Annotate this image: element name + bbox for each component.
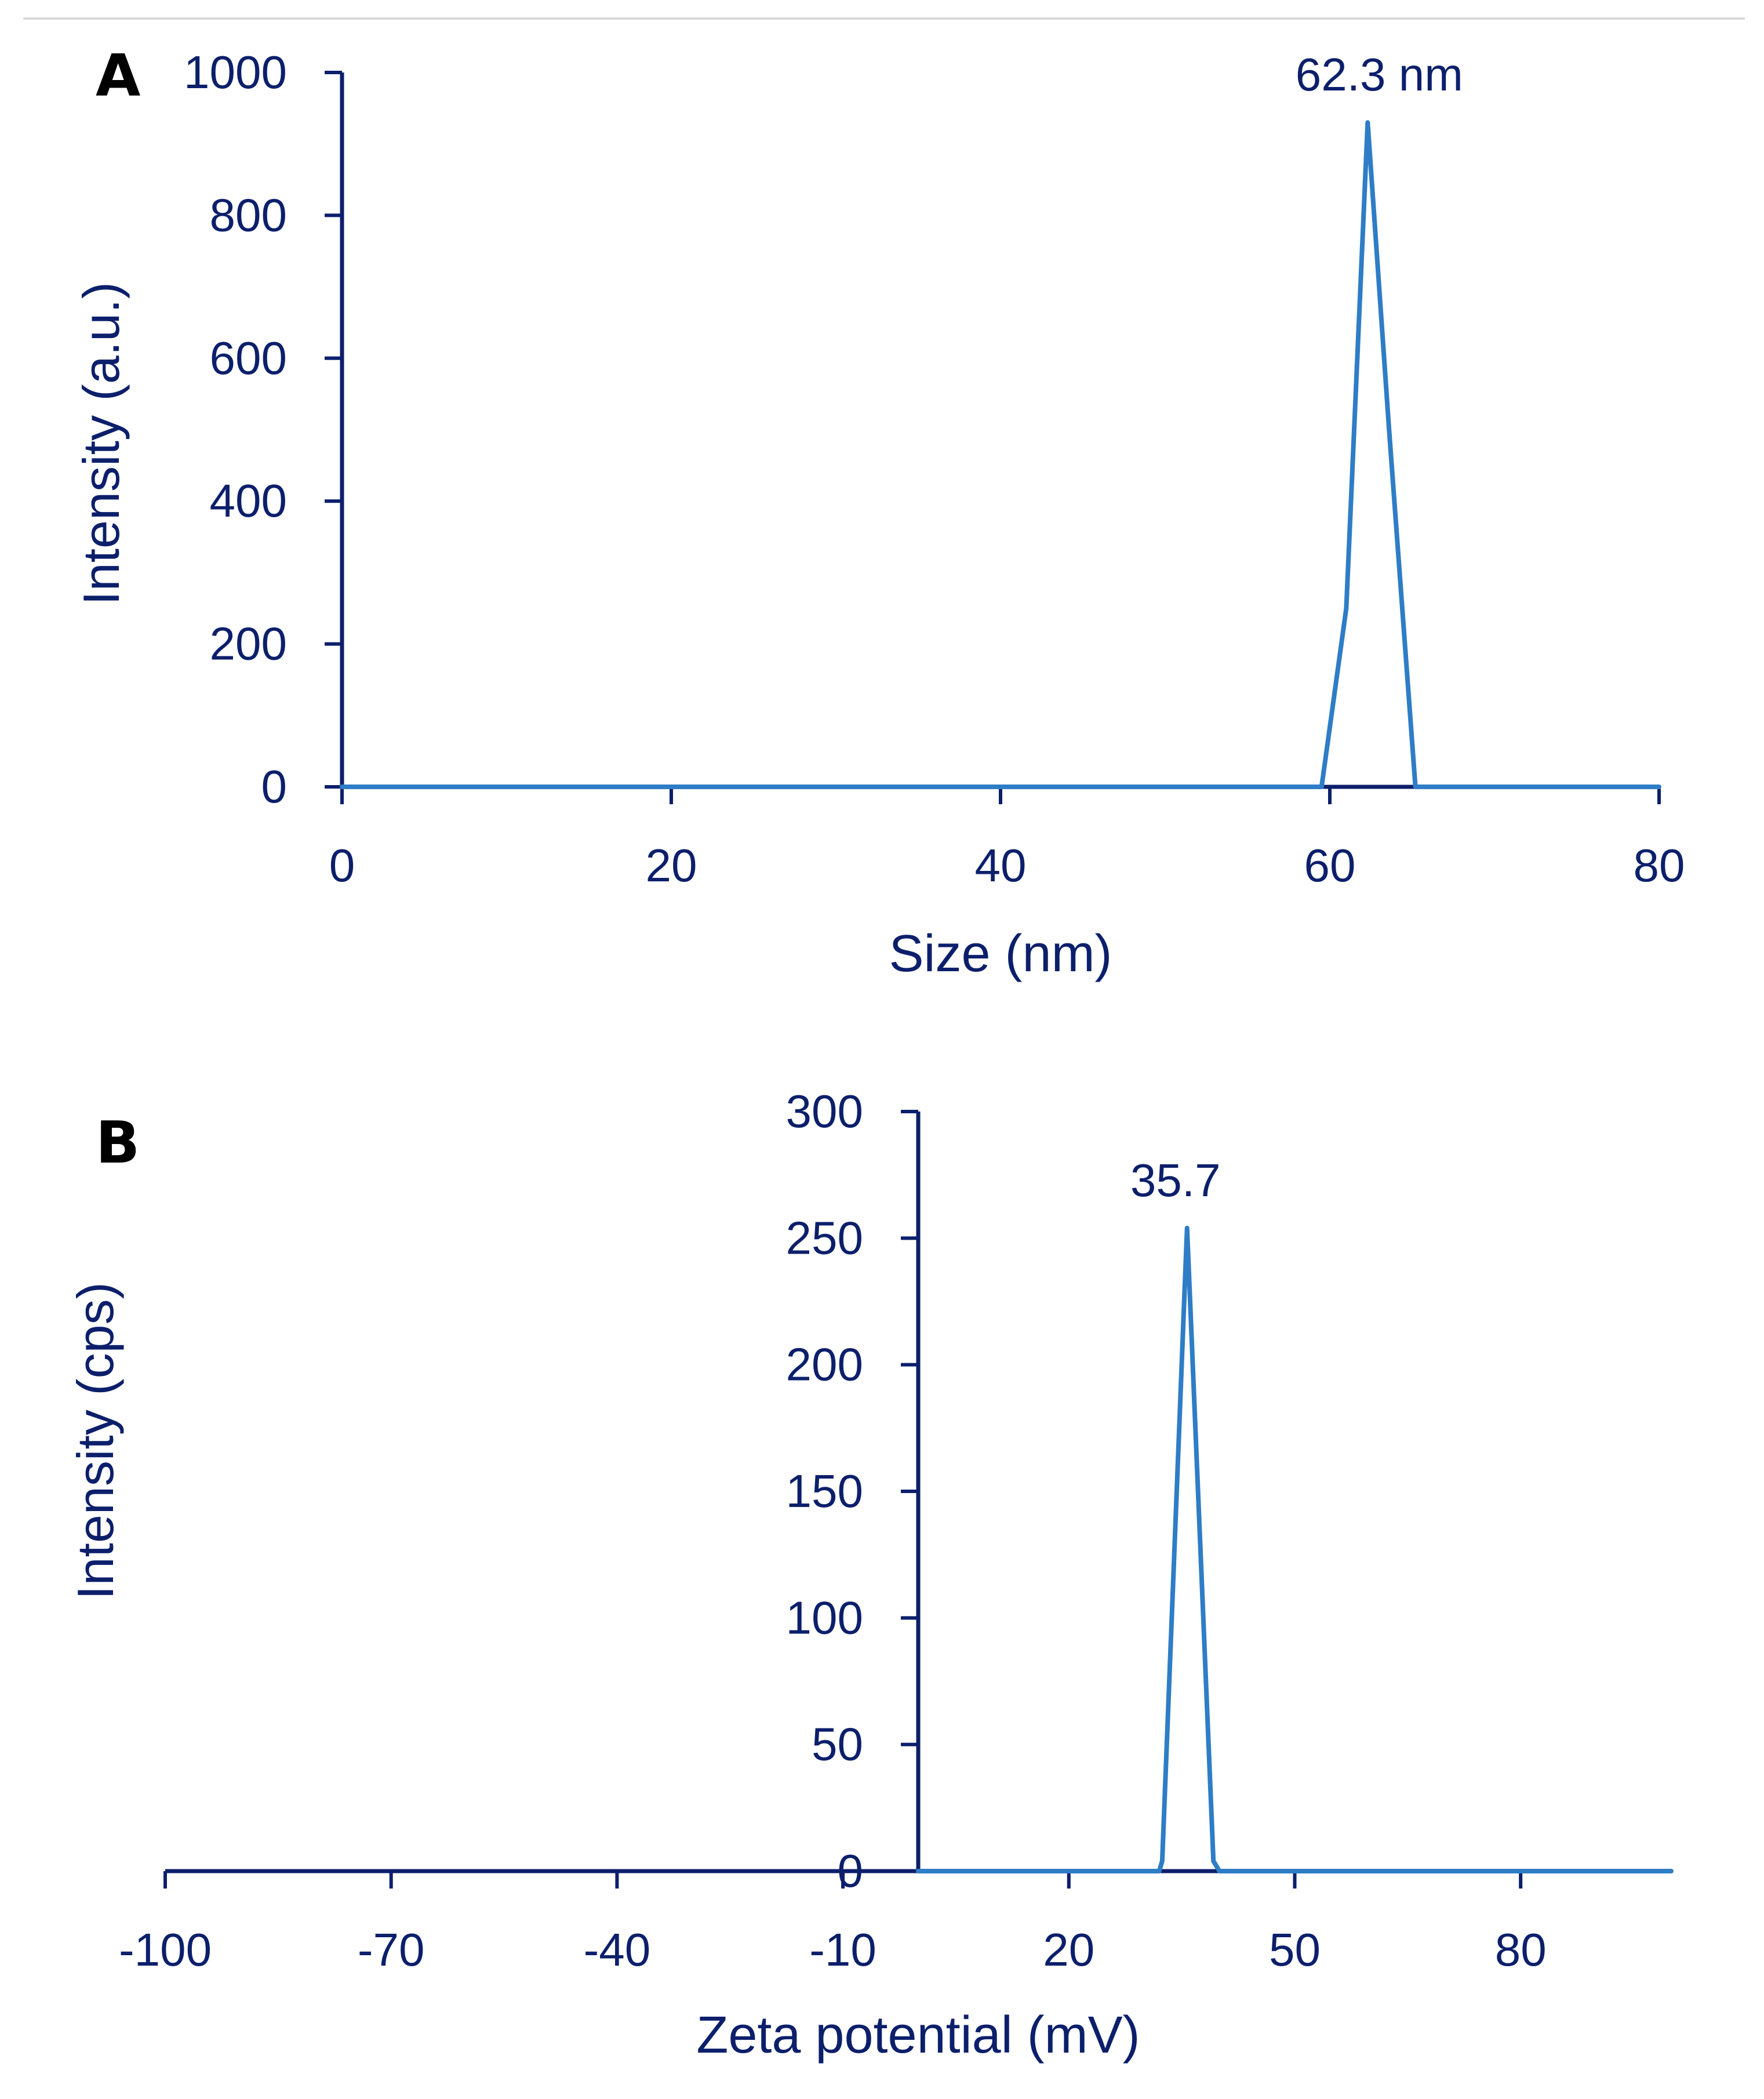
- y-tick-label: 150: [786, 1465, 863, 1517]
- series-layer: [340, 120, 1661, 789]
- y-tick-label: 200: [210, 618, 287, 670]
- chart-panel-a: A 0 20 40 60 80 0 200 400 600 800 1000 62.3 nm Si…: [72, 42, 1685, 983]
- y-ticks: 0 200 400 600 800 1000: [184, 46, 342, 812]
- x-tick-label: -70: [358, 1924, 425, 1975]
- x-tick-label: 60: [1304, 840, 1356, 891]
- peak-annotation: 62.3 nm: [1296, 49, 1463, 100]
- y-tick-label: 0: [838, 1845, 864, 1897]
- y-tick-label: 400: [210, 475, 287, 526]
- x-tick-label: 40: [975, 840, 1027, 891]
- x-tick-label: -10: [809, 1924, 876, 1975]
- y-tick-label: 0: [261, 761, 288, 812]
- x-tick-label: 80: [1634, 840, 1685, 891]
- y-tick-label: 800: [210, 189, 287, 241]
- x-tick-label: -40: [584, 1924, 651, 1975]
- x-tick-label: -100: [119, 1924, 212, 1975]
- x-tick-label: 50: [1269, 1924, 1321, 1975]
- x-tick-label: 20: [1043, 1924, 1094, 1975]
- y-tick-label: 1000: [184, 46, 287, 98]
- x-ticks: 0 20 40 60 80: [329, 787, 1685, 891]
- series-line: [916, 1225, 1674, 1873]
- panel-label-a: A: [96, 42, 140, 110]
- y-tick-label: 50: [812, 1719, 863, 1770]
- x-tick-label: 0: [329, 840, 355, 891]
- peak-annotation: 35.7: [1130, 1154, 1221, 1206]
- x-axis-label: Zeta potential (mV): [696, 2006, 1140, 2064]
- x-tick-label: 80: [1495, 1924, 1547, 1975]
- y-tick-label: 200: [786, 1339, 863, 1390]
- y-tick-label: 300: [786, 1085, 863, 1137]
- panel-label-b: B: [96, 1109, 140, 1176]
- y-tick-label: 100: [786, 1592, 863, 1643]
- series-layer: [916, 1225, 1674, 1873]
- y-ticks: 0 50 100 150 200 250 300: [786, 1085, 918, 1897]
- y-tick-label: 250: [786, 1212, 863, 1263]
- y-tick-label: 600: [210, 332, 287, 384]
- y-axis-label: Intensity (a.u.): [72, 282, 130, 605]
- x-axis-label: Size (nm): [889, 925, 1112, 983]
- y-axis-label: Intensity (cps): [67, 1282, 124, 1600]
- x-tick-label: 20: [646, 840, 697, 891]
- chart-panel-b: B -100 -70 -40 -10 20 50 80 0 50 100 150 200 250 300…: [67, 1085, 1674, 2064]
- x-ticks: -100 -70 -40 -10 20 50 80: [119, 1871, 1547, 1975]
- series-line: [340, 120, 1661, 789]
